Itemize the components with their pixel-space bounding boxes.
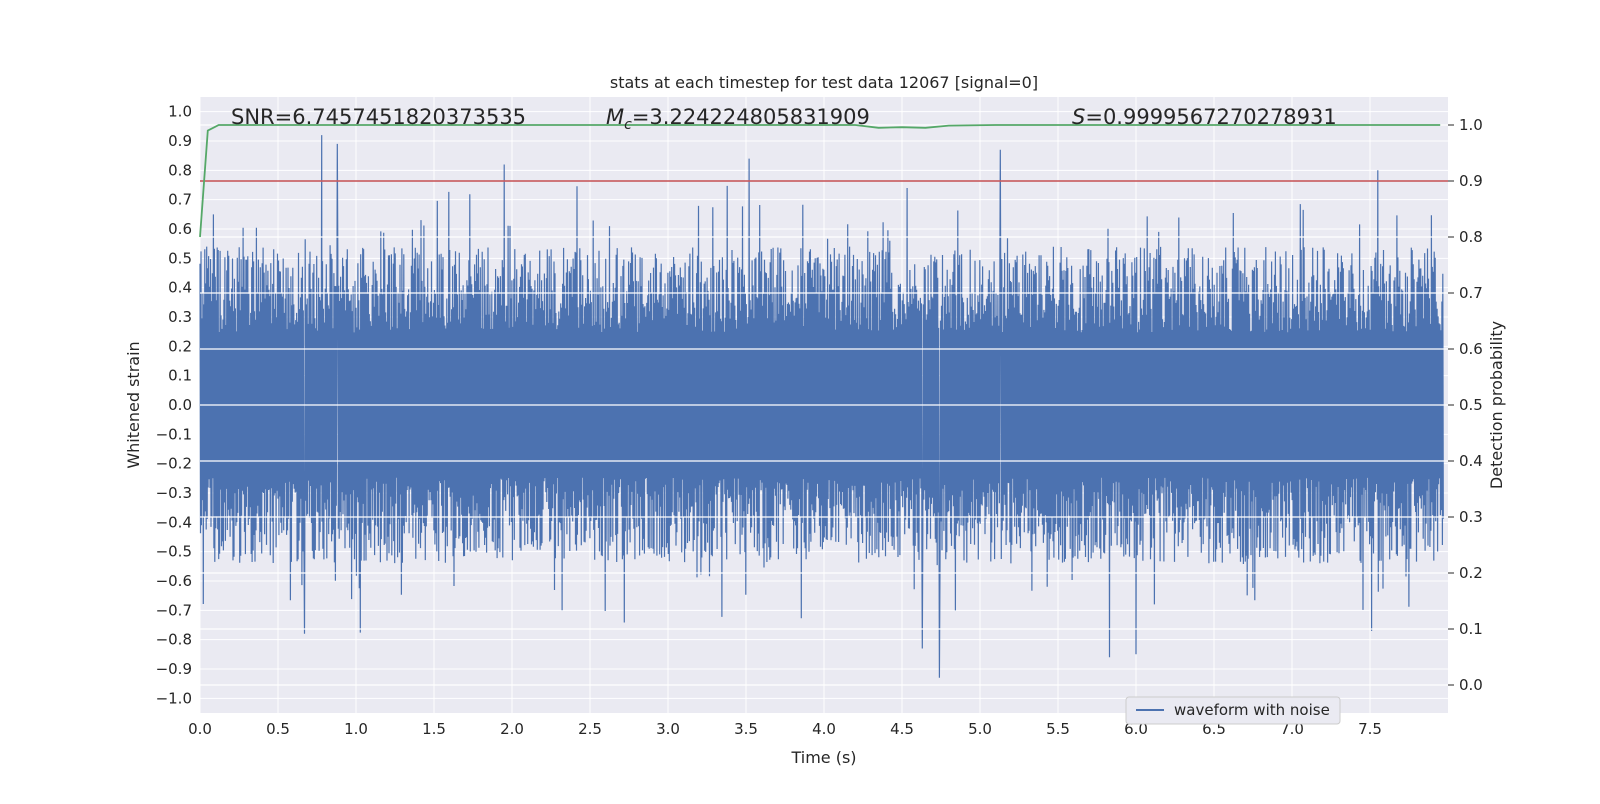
y-axis-label-right: Detection probability xyxy=(1487,321,1506,489)
chirp-mass-subscript: c xyxy=(624,117,632,133)
y-tick-label-left: −0.4 xyxy=(156,513,192,531)
s-value: =0.9999567270278931 xyxy=(1085,105,1336,129)
y-tick-label-left: −0.3 xyxy=(156,484,192,502)
x-tick-label: 5.5 xyxy=(1046,720,1070,738)
y-tick-label-left: 0.4 xyxy=(168,279,192,297)
x-axis-label: Time (s) xyxy=(790,748,856,767)
chart-title: stats at each timestep for test data 120… xyxy=(610,73,1038,92)
y-tick-label-left: −0.2 xyxy=(156,455,192,473)
x-tick-label: 4.0 xyxy=(812,720,836,738)
y-tick-label-left: 0.9 xyxy=(168,132,192,150)
y-tick-label-left: 0.5 xyxy=(168,249,192,267)
detection-probability-line xyxy=(199,124,1441,238)
y-tick-label-left: 0.3 xyxy=(168,308,192,326)
x-tick-label: 1.0 xyxy=(344,720,368,738)
y-tick-label-left: −0.6 xyxy=(156,572,192,590)
x-tick-label: 0.5 xyxy=(266,720,290,738)
y-tick-label-right: 0.9 xyxy=(1459,172,1483,190)
x-tick-label: 4.5 xyxy=(890,720,914,738)
x-tick-label: 0.0 xyxy=(188,720,212,738)
y-tick-label-left: −0.5 xyxy=(156,543,192,561)
chirp-mass-annotation: Mc=3.224224805831909 xyxy=(606,105,870,133)
x-tick-label: 3.0 xyxy=(656,720,680,738)
y-tick-label-left: 0.6 xyxy=(168,220,192,238)
y-tick-label-left: 0.0 xyxy=(168,396,192,414)
y-tick-label-right: 0.3 xyxy=(1459,508,1483,526)
x-tick-label: 3.5 xyxy=(734,720,758,738)
y-tick-label-right: 0.2 xyxy=(1459,564,1483,582)
x-tick-label: 2.5 xyxy=(578,720,602,738)
y-tick-label-left: 0.7 xyxy=(168,191,192,209)
chirp-mass-value: =3.224224805831909 xyxy=(632,105,870,129)
x-tick-label: 7.5 xyxy=(1358,720,1382,738)
y-tick-label-right: 0.1 xyxy=(1459,620,1483,638)
s-symbol: S xyxy=(1072,105,1085,129)
y-tick-label-left: −0.8 xyxy=(156,631,192,649)
y-tick-label-left: 0.8 xyxy=(168,161,192,179)
y-tick-label-left: 1.0 xyxy=(168,103,192,121)
waveform-series xyxy=(199,135,1444,678)
y-axis-label-left: Whitened strain xyxy=(124,341,143,468)
y-tick-label-left: −0.9 xyxy=(156,660,192,678)
legend: waveform with noise xyxy=(1125,696,1341,725)
y-tick-label-left: −1.0 xyxy=(156,689,192,707)
y-tick-label-left: −0.1 xyxy=(156,425,192,443)
x-tick-label: 1.5 xyxy=(422,720,446,738)
legend-box xyxy=(1125,696,1341,725)
y-tick-label-right: 0.0 xyxy=(1459,676,1483,694)
y-tick-label-left: 0.1 xyxy=(168,367,192,385)
x-tick-label: 5.0 xyxy=(968,720,992,738)
y-tick-label-right: 1.0 xyxy=(1459,116,1483,134)
waveform-line xyxy=(199,135,1444,678)
legend-label: waveform with noise xyxy=(1174,701,1330,719)
y-tick-label-right: 0.8 xyxy=(1459,228,1483,246)
y-tick-label-left: −0.7 xyxy=(156,601,192,619)
chirp-mass-symbol: M xyxy=(606,105,624,129)
tick-labels: 1.0 0.9 0.8 0.7 0.6 0.5 0.4 0.3 0.2 0.1 0.0 −0.1 −0.… xyxy=(156,103,1483,738)
x-tick-label: 2.0 xyxy=(500,720,524,738)
overlay-lines xyxy=(199,124,1448,238)
y-tick-label-right: 0.4 xyxy=(1459,452,1483,470)
y-tick-label-right: 0.6 xyxy=(1459,340,1483,358)
y-tick-label-left: 0.2 xyxy=(168,337,192,355)
s-annotation: S=0.9999567270278931 xyxy=(1072,105,1337,129)
y-tick-label-right: 0.7 xyxy=(1459,284,1483,302)
y-tick-label-right: 0.5 xyxy=(1459,396,1483,414)
snr-annotation: SNR=6.7457451820373535 xyxy=(231,105,526,129)
